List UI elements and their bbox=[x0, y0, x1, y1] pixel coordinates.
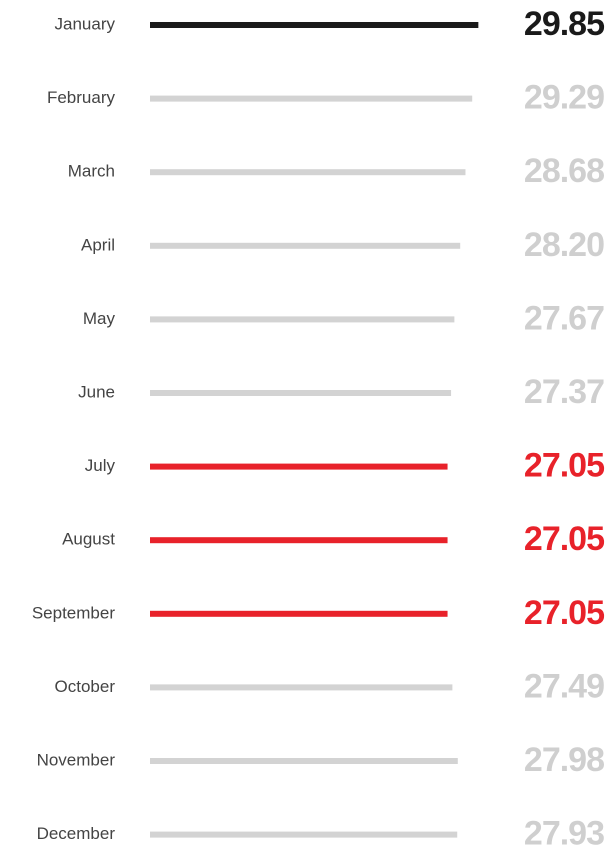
category-label: May bbox=[83, 309, 116, 328]
category-label: January bbox=[55, 14, 116, 33]
value-label: 27.93 bbox=[524, 815, 604, 852]
value-label: 29.29 bbox=[524, 79, 604, 117]
bar bbox=[150, 95, 473, 102]
category-label: June bbox=[78, 382, 115, 401]
category-label: February bbox=[47, 88, 116, 107]
bar bbox=[150, 169, 466, 176]
bar bbox=[150, 610, 448, 617]
category-label: October bbox=[55, 677, 116, 696]
bar bbox=[150, 22, 479, 28]
category-label: March bbox=[68, 162, 115, 181]
category-label: November bbox=[37, 750, 116, 769]
category-label: September bbox=[32, 603, 115, 622]
category-label: April bbox=[81, 235, 115, 254]
category-label: December bbox=[37, 824, 116, 843]
bar bbox=[150, 316, 455, 323]
bar bbox=[150, 242, 461, 249]
category-label: August bbox=[62, 530, 115, 549]
value-label: 27.05 bbox=[524, 520, 604, 558]
bar bbox=[150, 463, 448, 470]
value-label: 29.85 bbox=[524, 5, 604, 43]
value-label: 27.49 bbox=[524, 667, 604, 705]
value-label: 28.20 bbox=[524, 226, 604, 264]
bar bbox=[150, 684, 453, 691]
bar bbox=[150, 758, 458, 764]
bar bbox=[150, 390, 452, 396]
bar bbox=[150, 537, 448, 544]
bar bbox=[150, 831, 458, 838]
value-label: 27.67 bbox=[524, 299, 604, 337]
value-label: 27.05 bbox=[524, 594, 604, 632]
value-label: 27.98 bbox=[524, 741, 604, 779]
category-label: July bbox=[85, 456, 116, 475]
value-label: 28.68 bbox=[524, 152, 604, 190]
value-label: 27.37 bbox=[524, 373, 604, 411]
value-label: 27.05 bbox=[524, 447, 604, 485]
